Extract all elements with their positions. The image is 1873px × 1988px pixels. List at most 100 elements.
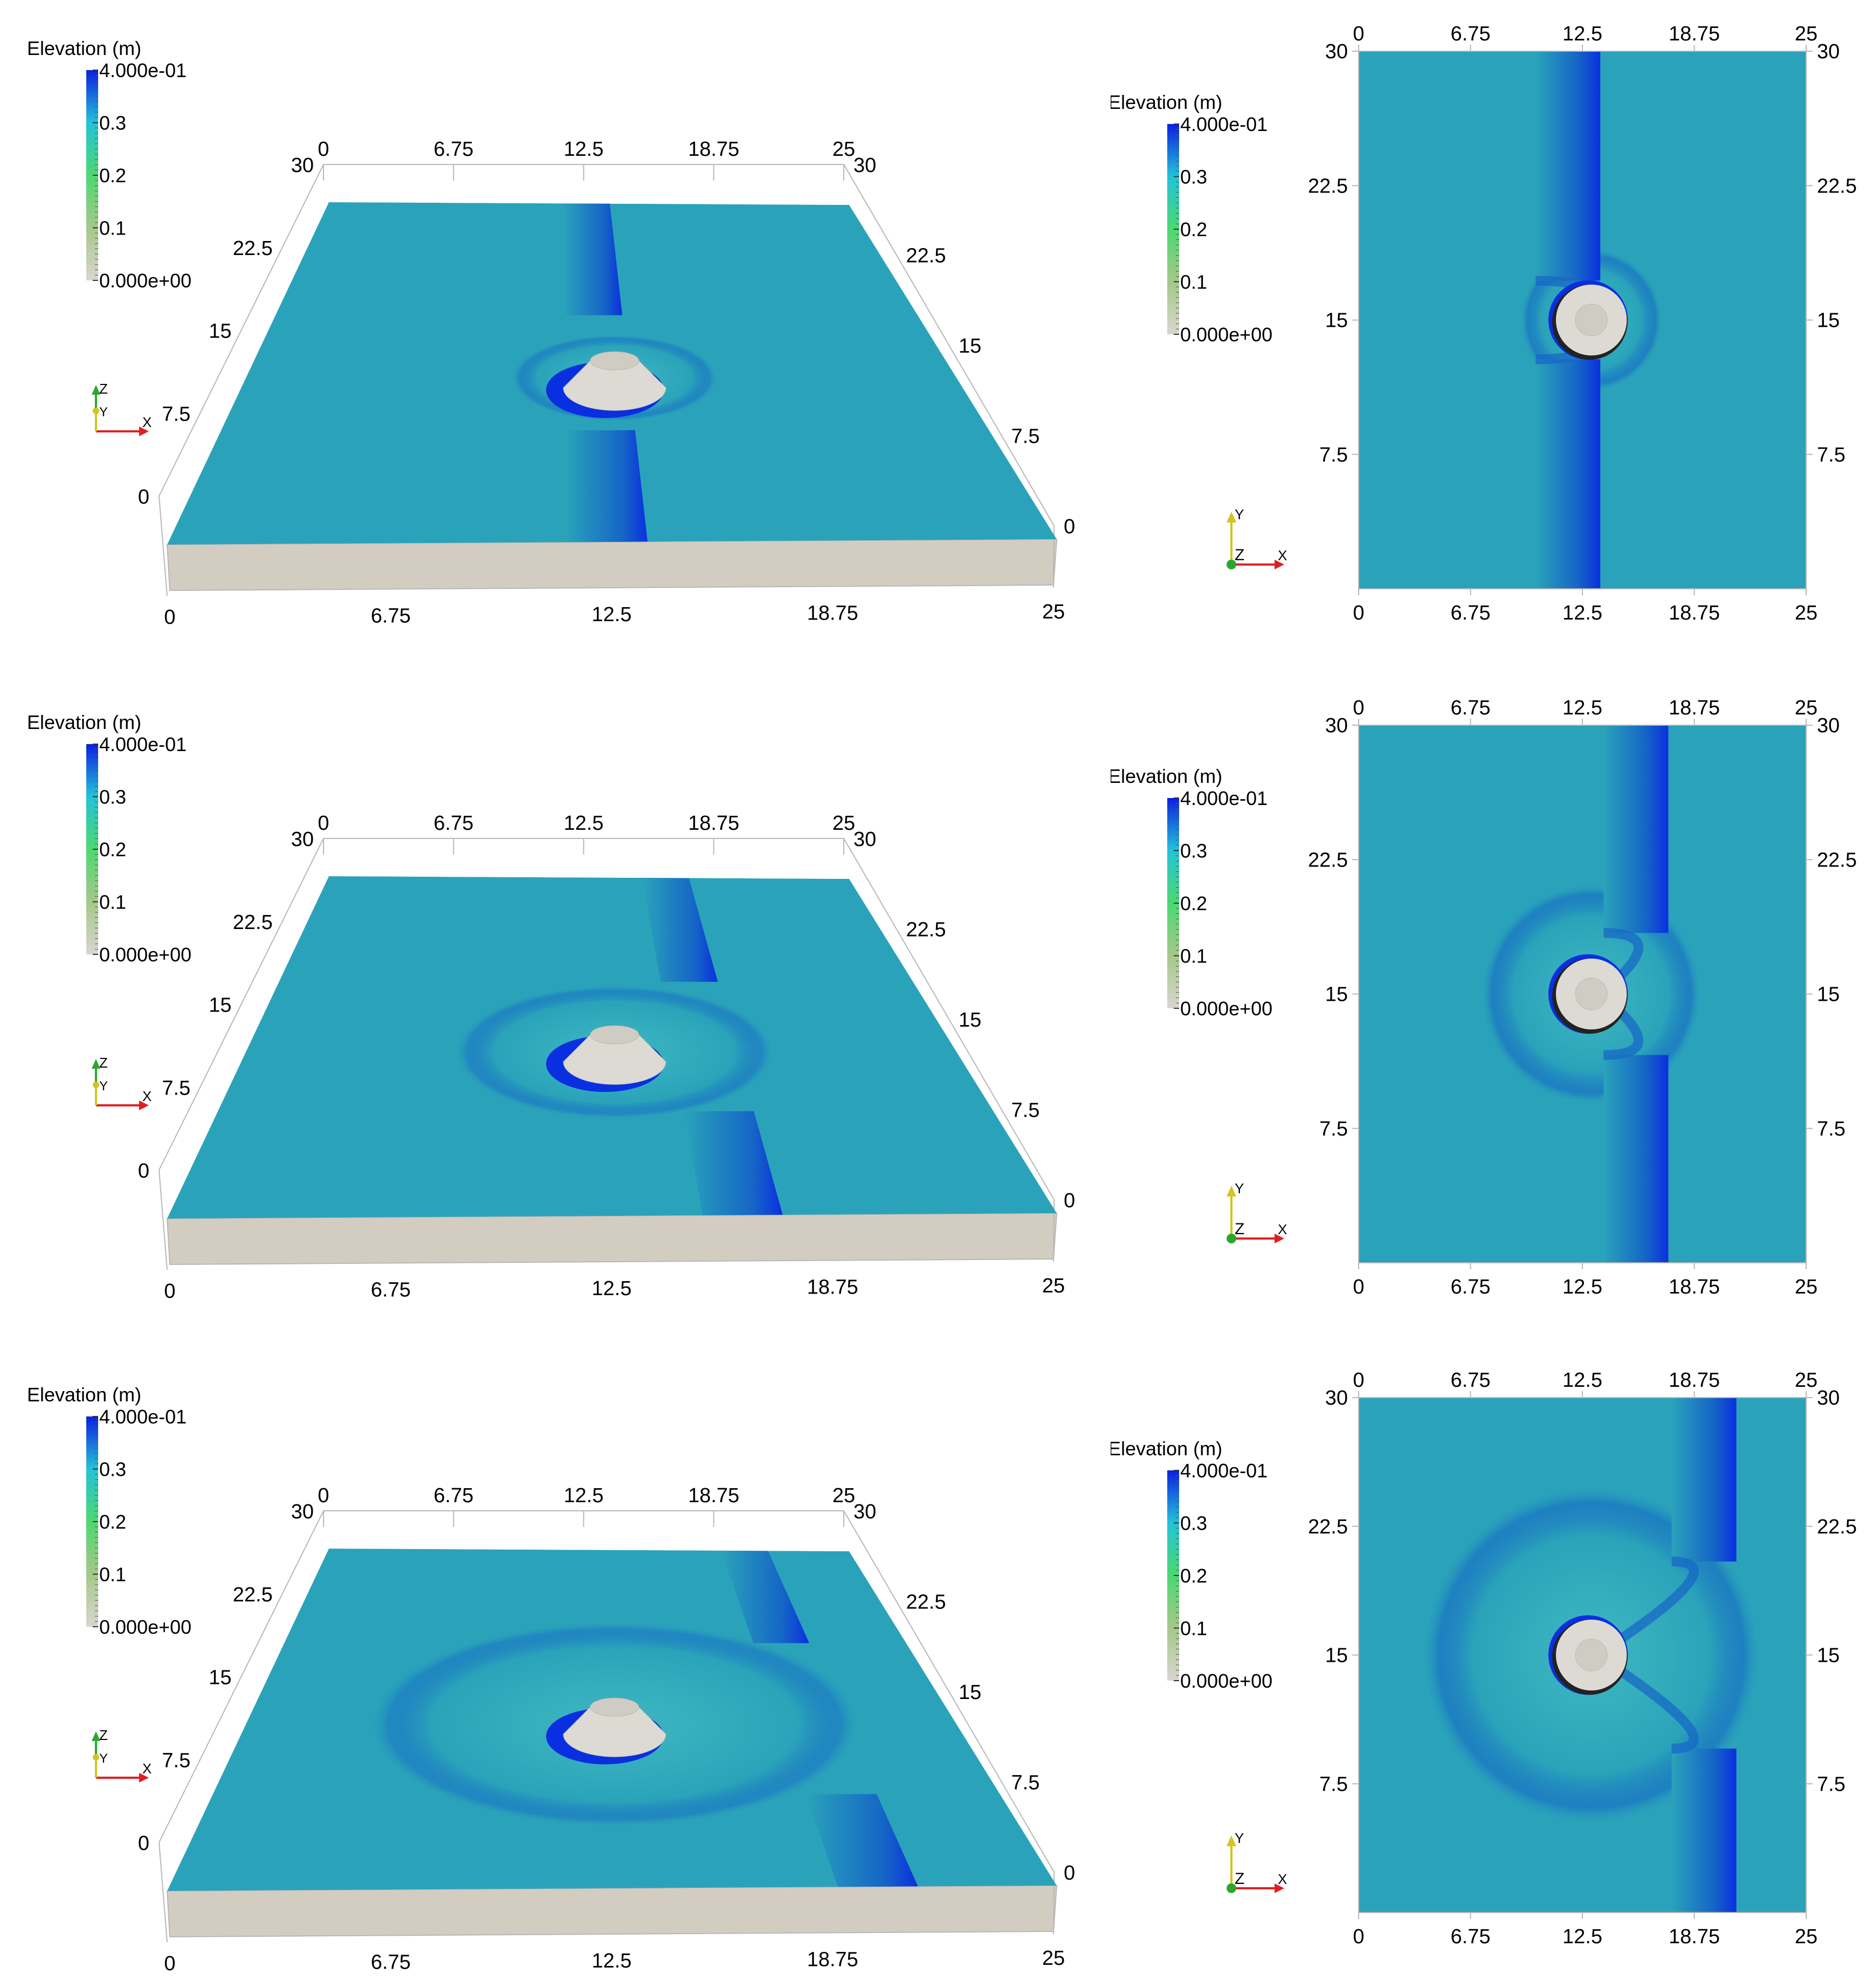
chart-3d-frame-2: Elevation (m)4.000e-01 0.3 0.2 0.1 0.000e+00… [27, 711, 1075, 1303]
x-tick-label: 18.75 [1669, 602, 1720, 624]
elevation-field [1359, 51, 1806, 589]
wave-front-lower [1671, 1748, 1737, 1913]
wave-front-lower [1535, 359, 1601, 589]
y-axis-letter: Y [99, 1079, 108, 1093]
x-tick-label: 6.75 [1451, 602, 1491, 624]
panel-3d-frame-3: Elevation (m) 4.000e-01 0.3 0.2 0.1 0.000e+00… [0, 1346, 1111, 1985]
x-tick-label-top: 25 [832, 812, 855, 835]
y-tick-label-right: 0 [1064, 1862, 1075, 1884]
x-tick-label: 18.75 [1669, 1925, 1720, 1948]
x-tick-label: 25 [1042, 601, 1065, 623]
x-axis-letter: X [1278, 1871, 1287, 1887]
colorbar-label: 0.000e+00 [99, 270, 191, 292]
y-tick-label: 30 [291, 828, 314, 851]
panel-3d-frame-2: Elevation (m) 4.000e-01 0.3 0.2 0.1 0.000e+00… [0, 674, 1111, 1336]
y-tick-label: 7.5 [162, 1077, 190, 1099]
x-tick-label-top: 6.75 [433, 138, 473, 161]
wave-front-near [805, 1794, 918, 1887]
island-cone [563, 1034, 666, 1085]
y-tick-label-right: 7.5 [1817, 1773, 1846, 1796]
chart-top-frame-1: Elevation (m)4.000e-01 0.3 0.2 0.1 0.000e+00… [1108, 23, 1857, 624]
y-tick-label: 15 [209, 320, 231, 343]
x-tick-label: 18.75 [1669, 1276, 1720, 1298]
panel-top-frame-2: Elevation (m) 4.000e-01 0.3 0.2 0.1 0.000e+00… [1108, 674, 1873, 1336]
x-tick-label-top: 12.5 [1562, 697, 1602, 719]
x-tick-label-top: 12.5 [564, 138, 604, 161]
wave-front-far [563, 203, 623, 315]
orientation-axes: X ZY [92, 1727, 152, 1783]
x-tick-label: 0 [164, 1952, 175, 1975]
x-tick-label-top: 0 [318, 1484, 329, 1507]
colorbar-label: 0.000e+00 [1180, 1670, 1272, 1692]
y-tick-label: 15 [1325, 309, 1348, 332]
x-axis-letter: X [142, 1760, 152, 1777]
y-tick-label-right: 22.5 [906, 245, 946, 267]
colorbar-label: 0.2 [1180, 1565, 1207, 1587]
x-tick-label-top: 12.5 [1562, 1369, 1602, 1392]
z-axis-dot [1227, 1234, 1236, 1243]
y-arrow-head [1227, 1186, 1236, 1196]
y-tick-label-right: 7.5 [1817, 444, 1846, 466]
wave-front-upper [1603, 725, 1669, 933]
y-tick-label: 0 [138, 486, 149, 508]
colorbar-label: 0.1 [99, 891, 126, 913]
x-tick-label-top: 0 [1353, 697, 1364, 719]
colorbar-label: 0.2 [99, 1511, 126, 1533]
colorbar-title: Elevation (m) [1111, 1437, 1222, 1460]
x-tick-label: 25 [1795, 1925, 1817, 1948]
y-tick-label-right: 7.5 [1817, 1118, 1846, 1140]
orientation-axes: X Y Z [1227, 506, 1287, 569]
colorbar-label: 0.3 [99, 1459, 126, 1481]
x-tick-label-top: 6.75 [1451, 697, 1491, 719]
colorbar-title: Elevation (m) [27, 37, 141, 59]
bounding-box-left [159, 1170, 168, 1270]
x-tick-label: 6.75 [371, 1951, 411, 1974]
z-axis-letter: Z [1235, 1220, 1244, 1238]
x-tick-label: 0 [1353, 602, 1364, 624]
x-tick-label-top: 6.75 [433, 812, 473, 835]
z-axis-letter: Z [99, 381, 108, 397]
island-top [1575, 1639, 1608, 1671]
y-tick-label-right: 22.5 [1817, 1516, 1857, 1538]
colorbar-label: 0.3 [99, 112, 126, 134]
x-axis-letter: X [142, 1088, 152, 1104]
y-tick-label-right: 30 [853, 828, 876, 851]
y-tick-label: 30 [1325, 1387, 1348, 1409]
x-tick-label: 0 [1353, 1925, 1364, 1948]
x-tick-label-top: 0 [318, 812, 329, 835]
panel-top-frame-1: Elevation (m) 4.000e-01 0.3 0.2 0.1 0.000e+00… [1108, 0, 1873, 662]
colorbar-label: 0.3 [1180, 840, 1207, 862]
y-tick-label-right: 30 [1817, 714, 1840, 737]
x-tick-label: 0 [1353, 1276, 1364, 1298]
colorbar-label: 4.000e-01 [99, 733, 187, 755]
x-tick-label-top: 18.75 [1669, 1369, 1720, 1392]
x-tick-label: 0 [164, 1280, 175, 1303]
y-axis-letter: Y [99, 405, 108, 419]
y-arrow-head [93, 408, 99, 414]
colorbar-title: Elevation (m) [27, 711, 141, 733]
y-tick-label: 7.5 [162, 403, 190, 425]
x-tick-label: 18.75 [807, 1276, 858, 1299]
y-tick-label: 15 [209, 1667, 231, 1689]
y-tick-label-right: 0 [1064, 515, 1075, 538]
x-tick-label: 12.5 [1562, 1276, 1602, 1298]
x-tick-label: 12.5 [592, 1277, 632, 1300]
x-tick-label-top: 25 [1795, 23, 1817, 45]
y-axis-letter: Y [99, 1751, 108, 1766]
colorbar-label: 0.1 [99, 1564, 126, 1586]
y-tick-label: 0 [138, 1832, 149, 1855]
x-tick-label-top: 25 [832, 1484, 855, 1507]
y-tick-label: 7.5 [162, 1749, 190, 1772]
x-tick-label: 25 [1042, 1947, 1065, 1970]
bed-slab [166, 1884, 1058, 1938]
wave-front-near [684, 1111, 783, 1215]
y-tick-label: 22.5 [1308, 1516, 1348, 1538]
y-tick-label-right: 15 [959, 1009, 981, 1031]
x-arrow-head [139, 1100, 149, 1110]
y-tick-label-right: 15 [1817, 309, 1840, 332]
z-arrow-head [92, 1731, 100, 1741]
chart-top-frame-3: Elevation (m)4.000e-01 0.3 0.2 0.1 0.000e+00… [1108, 1369, 1857, 1948]
x-tick-label-top: 0 [1353, 1369, 1364, 1392]
z-axis-dot [1227, 1883, 1236, 1893]
colorbar-label: 4.000e-01 [99, 59, 187, 81]
